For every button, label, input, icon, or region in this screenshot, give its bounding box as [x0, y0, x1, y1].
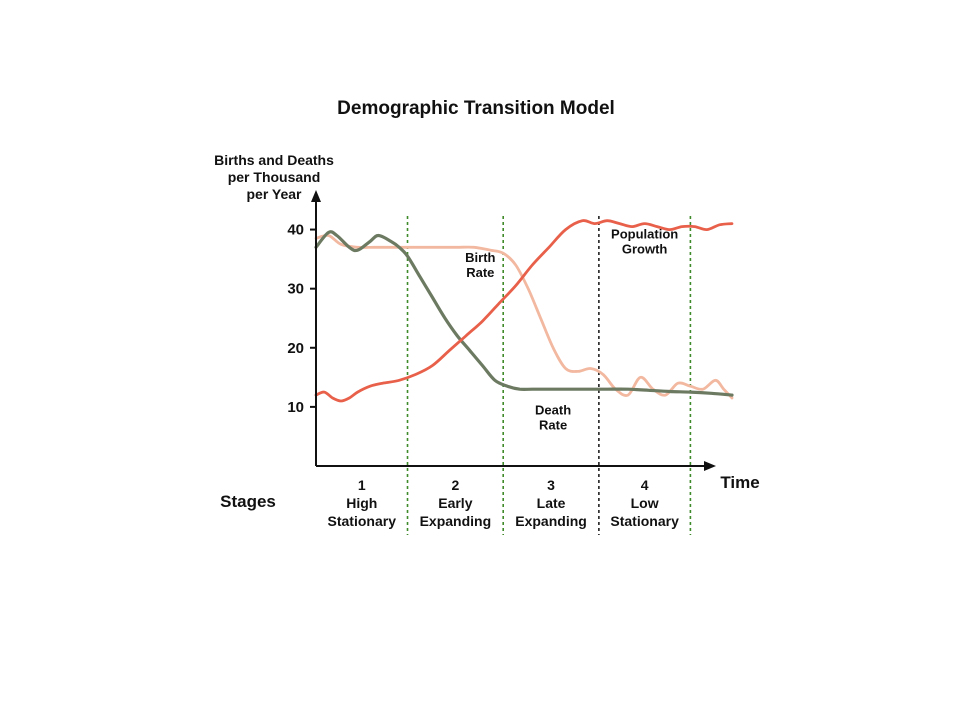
- y-tick-label: 10: [287, 399, 304, 416]
- stage-number: 3: [547, 477, 555, 493]
- stage-name-line: Expanding: [515, 513, 587, 529]
- y-axis-label: Births and Deaths per Thousand per Year: [214, 152, 334, 202]
- x-axis-arrow-icon: [704, 461, 716, 471]
- stage-label-1: 1 High Stationary: [328, 477, 397, 529]
- stage-name-line: High: [346, 495, 377, 511]
- annotation-text: Death: [535, 403, 571, 418]
- series-line-death: [314, 230, 734, 397]
- annotation-text: Birth: [465, 250, 495, 265]
- y-axis-arrow-icon: [311, 190, 321, 202]
- y-axis-label-line-3: per Year: [246, 186, 302, 202]
- stage-name-line: Expanding: [420, 513, 492, 529]
- annotation-text: Rate: [466, 265, 494, 280]
- annotation-text: Population: [611, 226, 678, 241]
- stage-labels: 1 High Stationary 2 Early Expanding 3 Late Expan…: [328, 477, 680, 529]
- stage-name-line: Late: [537, 495, 566, 511]
- annotation-text: Growth: [622, 241, 668, 256]
- y-axis-label-line-1: Births and Deaths: [214, 152, 334, 168]
- series-layer: [314, 219, 734, 403]
- stage-number: 2: [451, 477, 459, 493]
- annotation-text: Rate: [539, 418, 567, 433]
- stage-label-2: 2 Early Expanding: [420, 477, 492, 529]
- y-tick-label: 20: [287, 340, 304, 357]
- stage-number: 1: [358, 477, 366, 493]
- stage-name-line: Stationary: [328, 513, 397, 529]
- y-axis-label-line-2: per Thousand: [228, 169, 321, 185]
- stage-label-3: 3 Late Expanding: [515, 477, 587, 529]
- stage-number: 4: [641, 477, 649, 493]
- stage-name-line: Stationary: [610, 513, 679, 529]
- y-tick-label: 40: [287, 222, 304, 239]
- stage-dividers: [406, 216, 692, 535]
- stage-label-4: 4 Low Stationary: [610, 477, 679, 529]
- chart-title: Demographic Transition Model: [337, 98, 615, 119]
- series-line-population: [314, 219, 734, 403]
- stage-name-line: Low: [631, 495, 659, 511]
- stages-label: Stages: [220, 492, 276, 511]
- stage-name-line: Early: [438, 495, 472, 511]
- y-ticks: 10 20 30 40: [287, 222, 316, 416]
- series-line-birth: [314, 233, 734, 400]
- x-axis-label: Time: [720, 473, 759, 492]
- axes: [311, 190, 716, 471]
- y-tick-label: 30: [287, 281, 304, 298]
